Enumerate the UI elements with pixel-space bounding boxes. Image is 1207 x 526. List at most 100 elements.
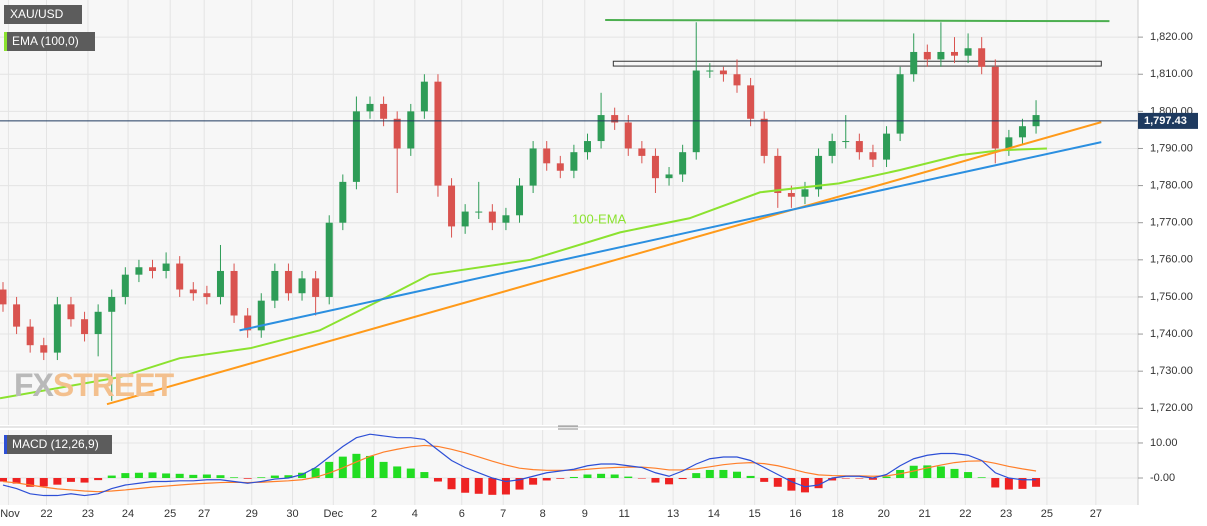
histogram-bar	[80, 478, 89, 483]
histogram-bar	[433, 478, 442, 482]
x-tick-label: 27	[1090, 508, 1102, 520]
y-tick-label: 1,790.00	[1150, 142, 1193, 154]
candle-body	[230, 270, 238, 316]
histogram-bar	[148, 472, 157, 479]
candle-body	[624, 122, 632, 149]
histogram-bar	[474, 478, 483, 494]
x-tick-label: 8	[540, 508, 546, 520]
histogram-bar	[692, 473, 701, 479]
y-tick-label: 1,720.00	[1150, 402, 1193, 414]
candle-body	[679, 152, 687, 175]
candle-body	[638, 148, 646, 156]
zone	[612, 60, 1102, 67]
candle-body	[461, 211, 469, 227]
candle-body	[964, 48, 972, 56]
x-tick-label: 15	[749, 508, 761, 520]
candle-body	[570, 152, 578, 171]
x-tick-label: 24	[122, 508, 134, 520]
candle-body	[543, 148, 551, 164]
y-tick-label: 10.00	[1150, 437, 1178, 449]
histogram-bar	[175, 473, 184, 479]
histogram-bar	[216, 475, 225, 479]
histogram-bar	[977, 477, 986, 479]
candle-body	[1018, 126, 1026, 138]
candle-body	[420, 81, 428, 112]
x-tick-label: 22	[959, 508, 971, 520]
histogram-bar	[529, 478, 538, 485]
last-price-label: 1,797.43	[1144, 115, 1187, 127]
candle-body	[298, 278, 306, 294]
histogram-bar	[828, 478, 837, 481]
histogram-bar	[230, 477, 239, 479]
histogram-bar	[189, 474, 198, 479]
candle-body	[774, 155, 782, 194]
histogram-bar	[787, 478, 796, 491]
candle-body	[692, 70, 700, 153]
candle-body	[869, 152, 877, 160]
histogram-bar	[515, 478, 524, 490]
x-tick-label: 20	[878, 508, 890, 520]
x-tick-label: Nov	[0, 508, 20, 520]
candle-body	[502, 215, 510, 223]
candle-body	[108, 296, 116, 312]
histogram-bar	[882, 476, 891, 479]
histogram-bar	[107, 475, 116, 479]
x-tick-label: 21	[918, 508, 930, 520]
candle-body	[883, 133, 891, 160]
x-tick-label: 2	[371, 508, 377, 520]
candle-body	[393, 118, 401, 149]
histogram-bar	[270, 475, 279, 479]
candle-body	[760, 118, 768, 156]
x-tick-label: 4	[412, 508, 418, 520]
histogram-bar	[365, 455, 374, 479]
candle-body	[651, 155, 659, 179]
x-tick-label: 22	[40, 508, 52, 520]
overlay-line	[605, 19, 1110, 23]
candle-body	[380, 103, 388, 119]
candle-body	[978, 48, 986, 67]
histogram-bar	[501, 478, 510, 495]
histogram-bar	[991, 478, 1000, 488]
candle-body	[366, 103, 374, 112]
candle-body	[842, 141, 850, 143]
histogram-bar	[719, 469, 728, 479]
histogram-bar	[733, 471, 742, 479]
histogram-bar	[298, 472, 307, 479]
x-tick-label: 6	[459, 508, 465, 520]
candle-body	[828, 141, 836, 156]
histogram-bar	[66, 478, 75, 482]
candle-body	[189, 289, 197, 294]
price-panel	[0, 0, 1138, 425]
candle-body	[40, 345, 48, 353]
candle-body	[216, 270, 224, 297]
histogram-bar	[352, 453, 361, 479]
histogram-bar	[950, 468, 959, 479]
candle-body	[94, 311, 102, 335]
histogram-bar	[1018, 478, 1027, 489]
histogram-bar	[284, 475, 293, 479]
x-tick-label: 25	[164, 508, 176, 520]
x-tick-label: 23	[1000, 508, 1012, 520]
candle-body	[733, 74, 741, 86]
histogram-bar	[379, 461, 388, 479]
symbol-box	[4, 5, 82, 24]
histogram-bar	[665, 478, 674, 485]
histogram-bar	[909, 465, 918, 479]
x-tick-label: Dec	[324, 508, 344, 520]
histogram-bar	[773, 478, 782, 487]
histogram-bar	[814, 478, 823, 489]
histogram-bar	[420, 472, 429, 479]
histogram-bar	[569, 476, 578, 479]
candle-body	[855, 141, 863, 153]
candle-body	[26, 326, 34, 346]
watermark-fx: FX	[14, 367, 55, 403]
candle-body	[434, 81, 442, 186]
candle-body	[203, 293, 211, 297]
x-tick-label: 16	[789, 508, 801, 520]
x-tick-label: 23	[82, 508, 94, 520]
line-annotation: 100-EMA	[572, 211, 627, 226]
candle-body	[0, 289, 7, 305]
histogram-bar	[406, 468, 415, 479]
histogram-bar	[610, 474, 619, 479]
histogram-bar	[26, 478, 35, 487]
